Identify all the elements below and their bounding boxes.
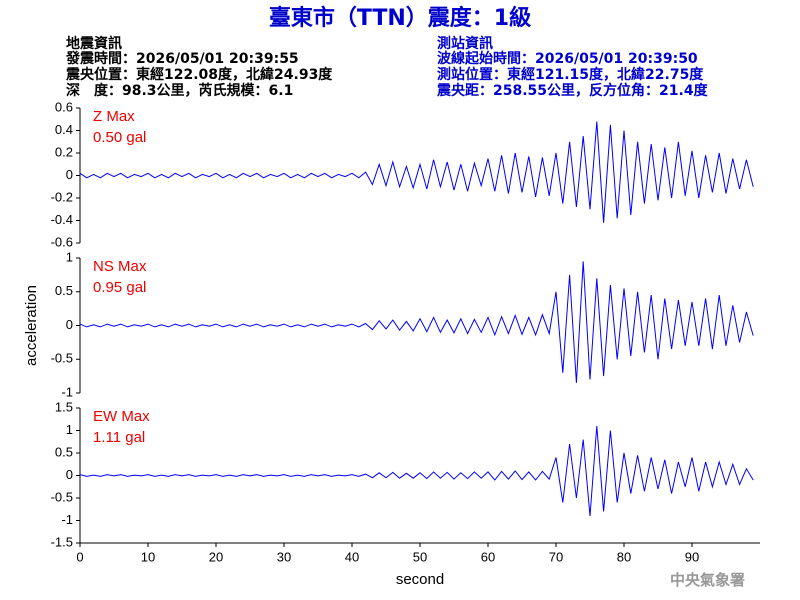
x-tick-label: 40 [345,549,359,564]
info-line: 震央位置：東經122.08度，北緯24.93度 [65,66,333,83]
y-tick-label: 0.2 [55,144,73,159]
y-tick-label: 0 [66,317,73,332]
y-tick-label: -0.2 [51,189,73,204]
waveform [79,261,754,383]
station-line: 測站資訊 [437,35,493,52]
y-tick-label: 0 [66,467,73,482]
max-label: 0.50 gal [93,129,146,146]
x-tick-label: 60 [481,549,495,564]
y-tick-label: -1 [61,384,73,399]
x-tick-label: 90 [685,549,699,564]
info-line: 地震資訊 [66,35,122,52]
x-axis-label: second [396,571,444,588]
y-tick-label: -1 [61,512,73,527]
y-tick-label: -1.5 [51,534,73,549]
y-tick-label: 1 [66,422,73,437]
y-tick-label: 0.5 [55,283,73,298]
y-tick-label: 1 [66,249,73,264]
title: 臺東市（TTN）震度：1級 [269,5,531,31]
y-tick-label: 0.4 [55,122,73,137]
station-line: 震央距：258.55公里，反方位角：21.4度 [436,82,709,99]
y-tick-label: 0.6 [55,99,73,114]
max-label: Z Max [93,108,135,125]
watermark: 中央氣象署 [670,571,745,589]
y-axis-label: acceleration [23,285,40,366]
station-line: 測站位置：東經121.15度，北緯22.75度 [437,66,704,83]
max-label: NS Max [93,258,147,275]
y-tick-label: 0 [66,167,73,182]
waveform [79,425,754,517]
max-label: 1.11 gal [93,429,145,446]
x-tick-label: 80 [617,549,631,564]
info-line: 深 度：98.3公里，芮氏規模：6.1 [66,82,293,99]
y-tick-label: 1.5 [55,399,73,414]
x-tick-label: 50 [413,549,427,564]
waveform [79,121,754,223]
y-tick-label: -0.5 [51,489,73,504]
y-tick-label: -0.5 [51,351,73,366]
y-tick-label: 0.5 [55,444,73,459]
x-tick-label: 30 [277,549,291,564]
x-tick-label: 0 [76,549,83,564]
info-line: 發震時間：2026/05/01 20:39:55 [65,50,299,67]
x-tick-label: 20 [209,549,223,564]
y-tick-label: -0.6 [51,234,73,249]
y-tick-label: -0.4 [51,212,73,227]
x-tick-label: 10 [141,549,155,564]
max-label: 0.95 gal [93,279,146,296]
station-line: 波線起始時間：2026/05/01 20:39:50 [437,50,698,67]
x-tick-label: 70 [549,549,563,564]
max-label: EW Max [93,408,150,425]
